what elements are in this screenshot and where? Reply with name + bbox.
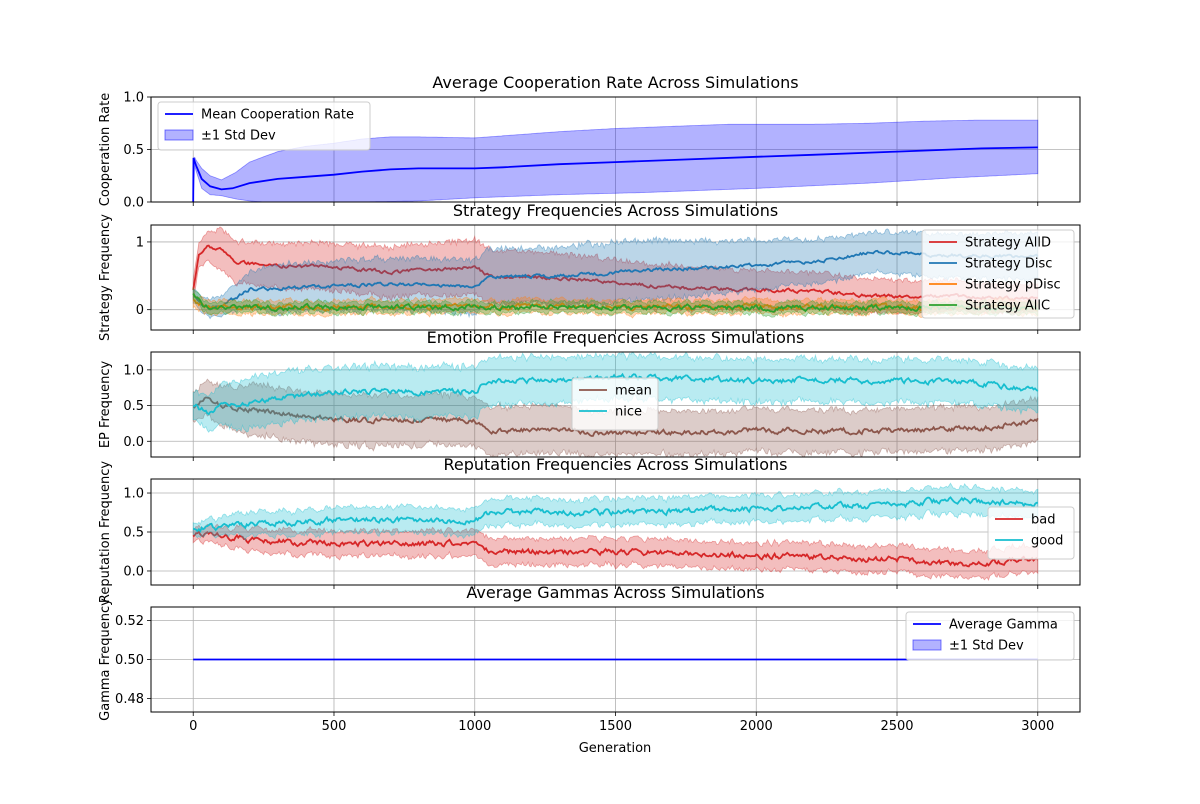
series-line-4: [192, 293, 1039, 313]
legend-label: mean: [615, 384, 652, 399]
x-tick-label: 0: [189, 719, 197, 734]
y-tick-label: 0.0: [123, 435, 144, 450]
y-axis-label: Reputation Frequency: [98, 461, 113, 604]
x-tick-label: 2000: [740, 719, 773, 734]
legend-box: [921, 229, 1075, 319]
y-tick-label: 1.0: [123, 363, 144, 378]
legend-label: Strategy Disc: [965, 257, 1052, 272]
chart-panel-3: 0.0 0.5 1.0 Emotion Profile Frequencies Acr…: [98, 328, 1081, 461]
legend: mean nice: [571, 377, 659, 431]
legend: bad good: [987, 506, 1075, 560]
y-axis-label: Strategy Frequency: [98, 214, 113, 341]
y-tick-label: 1: [136, 235, 144, 250]
legend-label: Strategy AllD: [965, 236, 1051, 251]
chart-panel-4: 0.0 0.5 1.0 Reputation Frequencies Across S…: [98, 455, 1081, 604]
y-tick-label: 0.5: [123, 526, 144, 541]
y-tick-label: 0.0: [123, 196, 144, 211]
legend-label: ±1 Std Dev: [949, 639, 1024, 654]
y-tick-label: 1.0: [123, 91, 144, 106]
plot-area: [192, 119, 1039, 202]
series-line-1: [192, 396, 1039, 437]
x-axis-label: Generation: [579, 741, 652, 756]
x-tick-label: 2500: [880, 719, 913, 734]
chart-title: Reputation Frequencies Across Simulation…: [443, 455, 787, 474]
y-tick-label: 0.50: [115, 653, 144, 668]
y-tick-label: 0.52: [115, 614, 144, 629]
legend-patch: [912, 639, 942, 651]
legend-label: bad: [1031, 513, 1055, 528]
legend-label: Strategy AllC: [965, 299, 1050, 314]
legend-box: [571, 377, 659, 431]
series-line-2: [193, 249, 1039, 311]
std-band-1: [192, 119, 1039, 202]
legend-label: ±1 Std Dev: [201, 129, 276, 144]
series-line-2: [192, 496, 1038, 533]
x-tick-label: 1500: [599, 719, 632, 734]
y-tick-label: 0.0: [123, 564, 144, 579]
chart-title: Average Cooperation Rate Across Simulati…: [432, 73, 798, 92]
x-tick-label: 3000: [1021, 719, 1054, 734]
chart-panel-5: 0 500 1000 1500 2000 2500 3000 0.48 0.50 0.52 Aver…: [98, 583, 1081, 734]
legend-label: Mean Cooperation Rate: [201, 108, 354, 123]
y-tick-label: 0.5: [123, 399, 144, 414]
chart-title: Emotion Profile Frequencies Across Simul…: [427, 328, 805, 347]
legend-label: Average Gamma: [949, 618, 1058, 633]
y-axis-label: EP Frequency: [98, 361, 113, 449]
y-tick-label: 0.5: [123, 143, 144, 158]
legend-label: nice: [615, 405, 642, 420]
legend-label: good: [1031, 534, 1063, 549]
y-tick-label: 1.0: [123, 487, 144, 502]
chart-title: Average Gammas Across Simulations: [466, 583, 764, 602]
plot-area: [192, 226, 1039, 320]
y-tick-label: 0: [136, 303, 144, 318]
legend-box: [157, 101, 371, 151]
x-tick-label: 1000: [458, 719, 491, 734]
chart-panel-1: 0.0 0.5 1.0 Average Cooperation Rate Across…: [98, 73, 1081, 211]
legend-patch: [164, 129, 194, 141]
series-line-1: [192, 146, 1038, 202]
y-tick-label: 0.48: [115, 692, 144, 707]
chart-title: Strategy Frequencies Across Simulations: [453, 201, 778, 220]
y-axis-label: Cooperation Rate: [98, 93, 113, 206]
legend-box: [987, 506, 1075, 560]
legend: Average Gamma ±1 Std Dev: [905, 611, 1075, 661]
series-line-1: [192, 244, 1038, 302]
chart-panel-2: 0 1 Strategy Frequencies Across Simulation…: [98, 201, 1081, 341]
legend-box: [905, 611, 1075, 661]
x-tick-label: 500: [322, 719, 347, 734]
series-line-1: [192, 530, 1039, 568]
legend: Mean Cooperation Rate ±1 Std Dev: [157, 101, 371, 151]
y-axis-label: Gamma Frequency: [98, 598, 113, 721]
series-line-2: [193, 372, 1039, 416]
plot-area: [192, 482, 1039, 582]
legend: Strategy AllD Strategy Disc Strategy pDisc…: [921, 229, 1075, 319]
std-band-1: [192, 523, 1039, 582]
legend-label: Strategy pDisc: [965, 278, 1061, 293]
